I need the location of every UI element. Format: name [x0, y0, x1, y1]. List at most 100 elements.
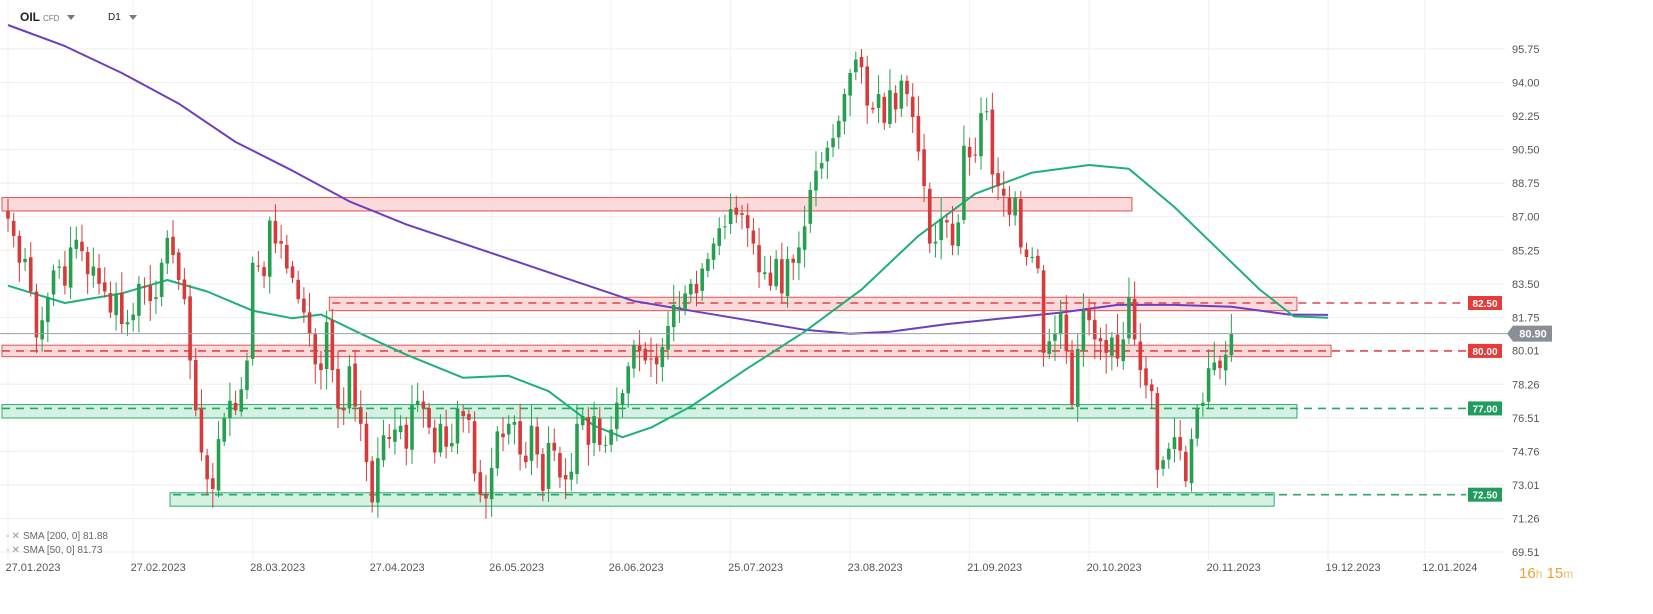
candle-body: [922, 149, 926, 187]
candle: [398, 415, 403, 440]
instrument-type: CFD: [43, 14, 60, 23]
x-tick-label: 12.01.2024: [1422, 562, 1477, 574]
candle-body: [728, 209, 733, 225]
candle: [666, 311, 670, 360]
candle-body: [176, 252, 181, 280]
candle-body: [239, 389, 244, 412]
candle: [159, 258, 164, 307]
candle-body: [814, 170, 818, 191]
candle-body: [1081, 310, 1086, 351]
candle: [706, 252, 710, 278]
candle: [1070, 340, 1074, 410]
candle: [222, 412, 227, 446]
candle: [341, 387, 346, 426]
candle-body: [990, 109, 995, 175]
candle: [108, 281, 113, 318]
candle: [46, 292, 50, 343]
y-tick-label: 80.01: [1512, 346, 1540, 358]
candlesticks: [6, 48, 1234, 519]
candle: [1019, 190, 1023, 255]
candle: [376, 437, 380, 518]
candle: [950, 206, 955, 256]
candle: [239, 376, 244, 417]
candle-body: [848, 72, 852, 96]
candle-body: [1024, 249, 1029, 257]
candle: [285, 234, 289, 274]
candle-body: [63, 266, 67, 286]
candle-body: [660, 347, 665, 368]
candle-body: [967, 146, 972, 158]
candle-body: [700, 268, 704, 291]
candle-body: [205, 455, 209, 480]
candle: [1121, 322, 1126, 370]
candle-body: [592, 416, 596, 444]
candle-body: [438, 423, 443, 453]
candle: [165, 230, 170, 275]
candle: [34, 283, 39, 353]
candle-body: [1110, 337, 1114, 356]
close-icon[interactable]: ✕: [11, 545, 20, 556]
candle: [421, 390, 426, 428]
candle: [17, 230, 22, 282]
candle: [114, 282, 118, 331]
timeframe-selector[interactable]: D1: [108, 12, 137, 23]
x-tick-label: 26.06.2023: [609, 562, 664, 574]
candle-body: [74, 239, 79, 249]
candle: [580, 408, 585, 430]
candle: [1155, 386, 1160, 488]
sma200-path: [7, 24, 1329, 335]
close-icon[interactable]: ✕: [11, 531, 20, 542]
candle: [882, 92, 887, 130]
candle: [649, 337, 653, 378]
candle-body: [1155, 393, 1160, 470]
candle: [97, 253, 101, 295]
candle-body: [296, 279, 300, 300]
candle: [68, 226, 73, 300]
candle-body: [717, 228, 722, 246]
candle-body: [1121, 339, 1126, 362]
candle: [74, 226, 79, 259]
candle-body: [569, 471, 574, 480]
candle: [603, 435, 608, 453]
candle: [575, 404, 579, 484]
candle-body: [1166, 448, 1171, 460]
candle: [478, 459, 483, 503]
visibility-icon[interactable]: ◦: [6, 545, 10, 556]
resistance-zone: [328, 296, 1298, 312]
legend-sma-50[interactable]: ◦ ✕ SMA [50, 0] 81.73: [6, 545, 102, 556]
symbol-selector[interactable]: OIL CFD: [20, 10, 76, 24]
candle: [854, 51, 858, 81]
candle: [387, 424, 392, 449]
candle: [319, 350, 323, 390]
candle-body: [211, 478, 215, 489]
candle-body: [125, 322, 130, 325]
candle: [347, 354, 352, 414]
legend-label: SMA [200, 0] 81.88: [22, 531, 108, 542]
candle-body: [182, 279, 187, 300]
candle-body: [489, 467, 494, 500]
candle: [711, 237, 716, 270]
candle: [1007, 185, 1012, 227]
candle: [569, 452, 574, 492]
x-tick-label: 19.12.2023: [1326, 562, 1381, 574]
candle-body: [267, 220, 272, 277]
candle-body: [262, 267, 266, 277]
candle-body: [415, 400, 420, 406]
candle: [791, 254, 796, 281]
legend-sma-200[interactable]: ◦ ✕ SMA [200, 0] 81.88: [6, 531, 108, 542]
candle: [609, 415, 613, 453]
candle: [740, 204, 744, 230]
visibility-icon[interactable]: ◦: [6, 531, 10, 542]
candle: [393, 409, 397, 455]
candle-body: [1092, 319, 1097, 340]
candle: [1127, 277, 1131, 344]
candle-body: [825, 147, 830, 162]
candle: [677, 291, 682, 323]
candle: [683, 285, 687, 316]
candle: [660, 337, 665, 382]
x-tick-label: 21.09.2023: [967, 562, 1022, 574]
candle-body: [159, 262, 164, 297]
candle: [296, 270, 300, 304]
candle-body: [353, 363, 357, 407]
